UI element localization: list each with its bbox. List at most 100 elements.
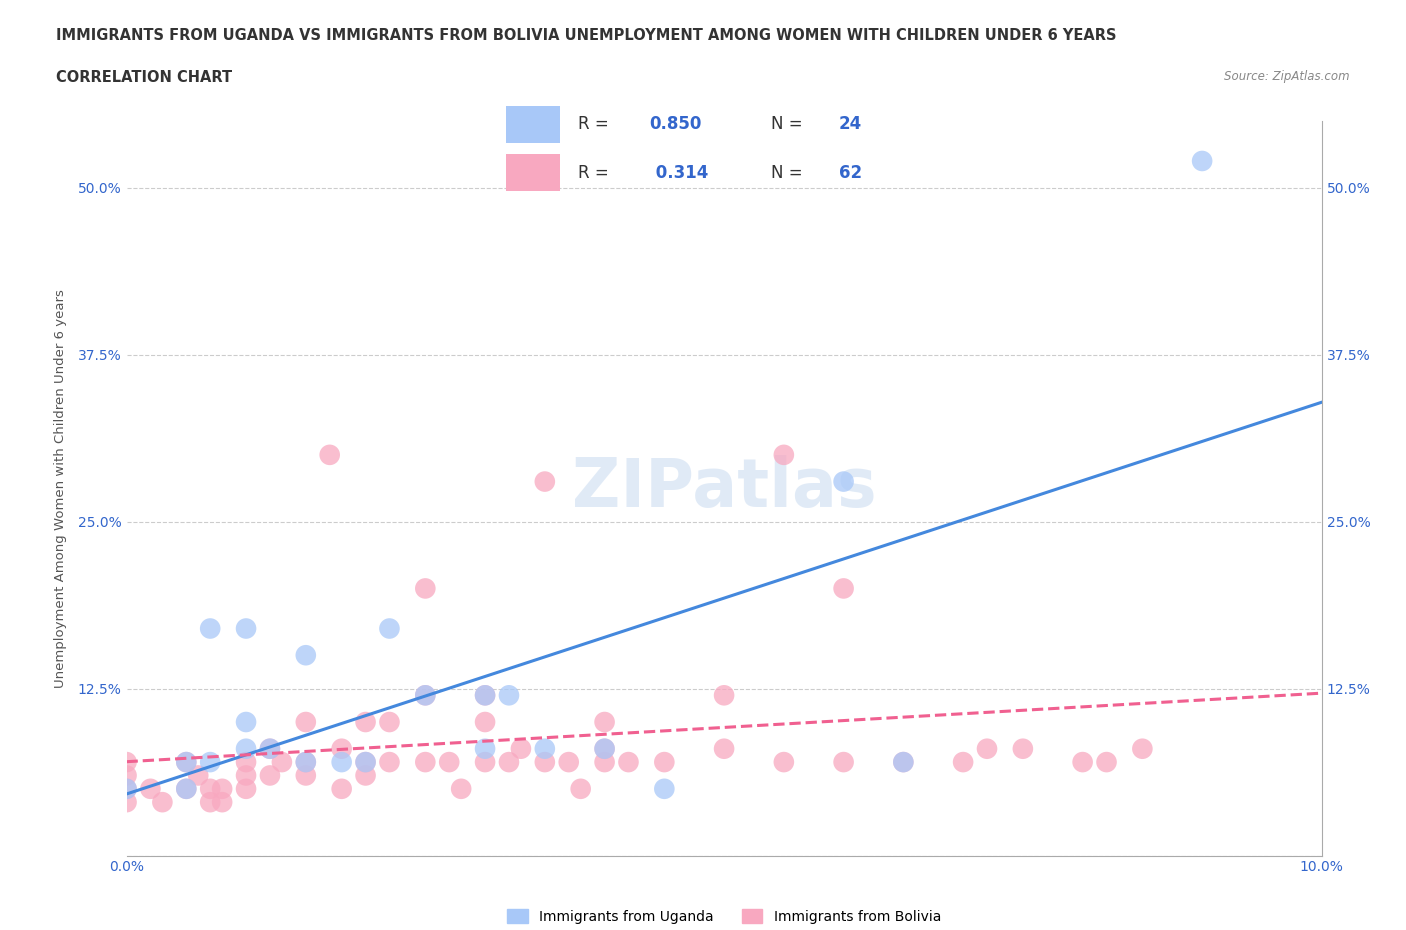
Immigrants from Bolivia bbox=[474, 688, 496, 703]
Immigrants from Bolivia bbox=[294, 754, 316, 769]
Immigrants from Bolivia bbox=[1095, 754, 1118, 769]
Immigrants from Bolivia bbox=[294, 768, 316, 783]
Immigrants from Bolivia bbox=[152, 795, 174, 810]
Immigrants from Bolivia bbox=[354, 768, 377, 783]
Immigrants from Uganda bbox=[415, 688, 437, 703]
Immigrants from Bolivia bbox=[259, 768, 281, 783]
Immigrants from Bolivia bbox=[211, 795, 233, 810]
Immigrants from Bolivia bbox=[1130, 741, 1153, 756]
Immigrants from Bolivia bbox=[139, 781, 162, 796]
Immigrants from Bolivia bbox=[200, 795, 222, 810]
Immigrants from Uganda bbox=[235, 741, 257, 756]
Text: 0.314: 0.314 bbox=[650, 165, 709, 182]
Immigrants from Uganda bbox=[294, 754, 316, 769]
Immigrants from Bolivia bbox=[534, 754, 557, 769]
Immigrants from Bolivia bbox=[713, 741, 735, 756]
Immigrants from Bolivia bbox=[617, 754, 640, 769]
Text: 0.850: 0.850 bbox=[650, 115, 702, 133]
Immigrants from Bolivia bbox=[415, 688, 437, 703]
Immigrants from Uganda bbox=[174, 754, 197, 769]
Immigrants from Bolivia bbox=[415, 754, 437, 769]
Text: 24: 24 bbox=[838, 115, 862, 133]
Immigrants from Uganda bbox=[832, 474, 855, 489]
Text: 62: 62 bbox=[838, 165, 862, 182]
Immigrants from Uganda bbox=[174, 781, 197, 796]
Immigrants from Bolivia bbox=[174, 781, 197, 796]
Immigrants from Uganda bbox=[893, 754, 915, 769]
Immigrants from Bolivia bbox=[534, 474, 557, 489]
Immigrants from Bolivia bbox=[593, 741, 616, 756]
Text: N =: N = bbox=[770, 115, 808, 133]
Immigrants from Bolivia bbox=[713, 688, 735, 703]
Text: R =: R = bbox=[578, 165, 613, 182]
Text: N =: N = bbox=[770, 165, 808, 182]
Immigrants from Bolivia bbox=[259, 741, 281, 756]
Immigrants from Uganda bbox=[235, 714, 257, 729]
Immigrants from Bolivia bbox=[1071, 754, 1094, 769]
Immigrants from Bolivia bbox=[509, 741, 531, 756]
Immigrants from Bolivia bbox=[498, 754, 520, 769]
Immigrants from Uganda bbox=[593, 741, 616, 756]
Immigrants from Bolivia bbox=[450, 781, 472, 796]
Immigrants from Bolivia bbox=[235, 754, 257, 769]
Immigrants from Bolivia bbox=[318, 447, 342, 462]
Immigrants from Uganda bbox=[474, 688, 496, 703]
Immigrants from Bolivia bbox=[378, 754, 401, 769]
Immigrants from Bolivia bbox=[354, 714, 377, 729]
Immigrants from Uganda bbox=[330, 754, 353, 769]
Immigrants from Uganda bbox=[498, 688, 520, 703]
Immigrants from Bolivia bbox=[270, 754, 294, 769]
Immigrants from Uganda bbox=[200, 621, 222, 636]
Immigrants from Bolivia bbox=[952, 754, 974, 769]
Immigrants from Bolivia bbox=[557, 754, 581, 769]
Immigrants from Bolivia bbox=[593, 754, 616, 769]
Immigrants from Bolivia bbox=[569, 781, 592, 796]
Immigrants from Bolivia bbox=[294, 714, 316, 729]
Text: IMMIGRANTS FROM UGANDA VS IMMIGRANTS FROM BOLIVIA UNEMPLOYMENT AMONG WOMEN WITH : IMMIGRANTS FROM UGANDA VS IMMIGRANTS FRO… bbox=[56, 28, 1116, 43]
Immigrants from Bolivia bbox=[235, 768, 257, 783]
FancyBboxPatch shape bbox=[506, 154, 560, 192]
Immigrants from Uganda bbox=[534, 741, 557, 756]
Immigrants from Bolivia bbox=[174, 754, 197, 769]
Immigrants from Uganda bbox=[200, 754, 222, 769]
Immigrants from Uganda bbox=[235, 621, 257, 636]
Immigrants from Bolivia bbox=[832, 754, 855, 769]
Immigrants from Uganda bbox=[115, 781, 138, 796]
Immigrants from Uganda bbox=[474, 741, 496, 756]
Immigrants from Uganda bbox=[294, 648, 316, 663]
Immigrants from Bolivia bbox=[330, 781, 353, 796]
Immigrants from Uganda bbox=[259, 741, 281, 756]
Immigrants from Bolivia bbox=[773, 754, 796, 769]
Immigrants from Uganda bbox=[1191, 153, 1213, 168]
Text: CORRELATION CHART: CORRELATION CHART bbox=[56, 70, 232, 85]
FancyBboxPatch shape bbox=[506, 106, 560, 143]
Immigrants from Bolivia bbox=[439, 754, 461, 769]
Immigrants from Uganda bbox=[354, 754, 377, 769]
Immigrants from Bolivia bbox=[593, 714, 616, 729]
Legend: Immigrants from Uganda, Immigrants from Bolivia: Immigrants from Uganda, Immigrants from … bbox=[502, 904, 946, 929]
Immigrants from Bolivia bbox=[976, 741, 998, 756]
Immigrants from Bolivia bbox=[832, 581, 855, 596]
Text: ZIPatlas: ZIPatlas bbox=[572, 456, 876, 521]
Immigrants from Bolivia bbox=[115, 781, 138, 796]
Immigrants from Bolivia bbox=[235, 781, 257, 796]
Immigrants from Bolivia bbox=[474, 754, 496, 769]
Immigrants from Bolivia bbox=[115, 795, 138, 810]
Y-axis label: Unemployment Among Women with Children Under 6 years: Unemployment Among Women with Children U… bbox=[53, 289, 66, 687]
Text: Source: ZipAtlas.com: Source: ZipAtlas.com bbox=[1225, 70, 1350, 83]
Immigrants from Bolivia bbox=[115, 754, 138, 769]
Immigrants from Bolivia bbox=[893, 754, 915, 769]
Immigrants from Bolivia bbox=[415, 581, 437, 596]
Immigrants from Bolivia bbox=[330, 741, 353, 756]
Immigrants from Bolivia bbox=[773, 447, 796, 462]
Text: R =: R = bbox=[578, 115, 613, 133]
Immigrants from Uganda bbox=[652, 781, 675, 796]
Immigrants from Bolivia bbox=[474, 714, 496, 729]
Immigrants from Bolivia bbox=[1011, 741, 1033, 756]
Immigrants from Bolivia bbox=[652, 754, 675, 769]
Immigrants from Bolivia bbox=[211, 781, 233, 796]
Immigrants from Bolivia bbox=[200, 781, 222, 796]
Immigrants from Uganda bbox=[378, 621, 401, 636]
Immigrants from Bolivia bbox=[354, 754, 377, 769]
Immigrants from Bolivia bbox=[187, 768, 209, 783]
